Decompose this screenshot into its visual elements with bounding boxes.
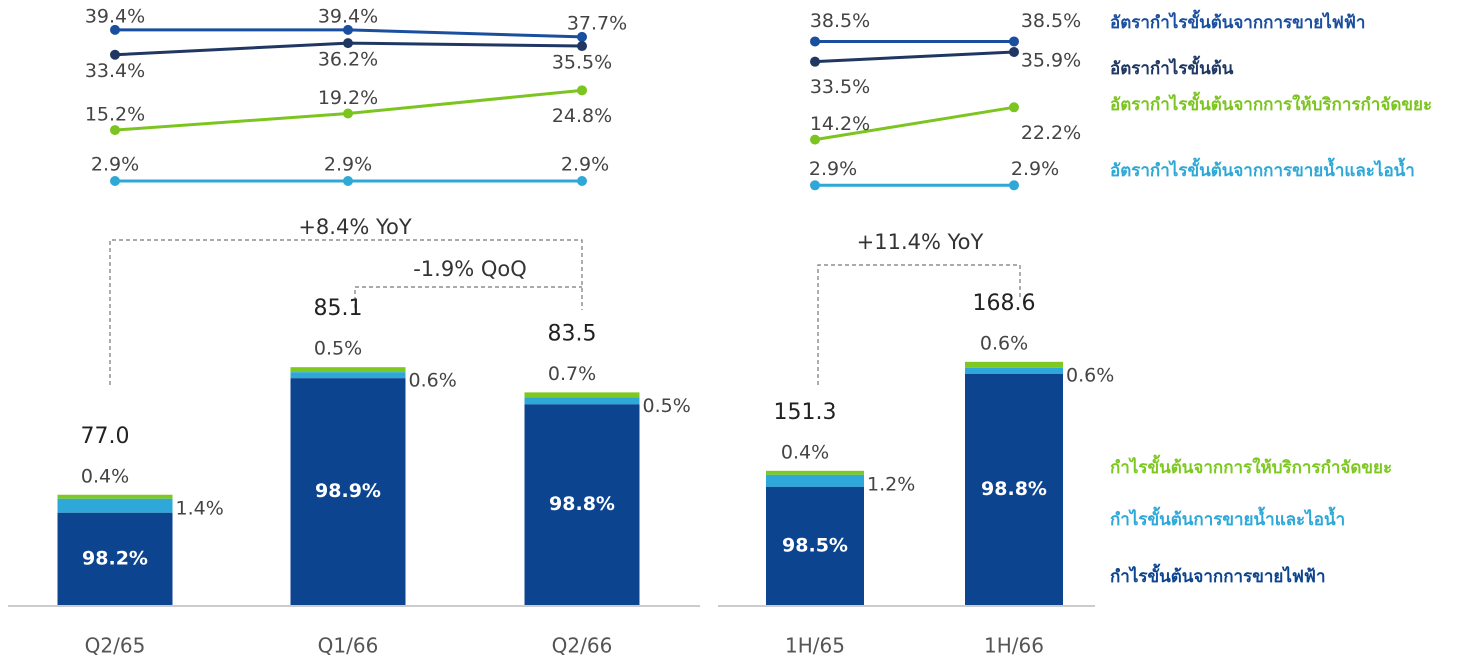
point <box>343 38 353 49</box>
bar-segment <box>524 397 640 405</box>
value-label: 36.2% <box>318 49 378 71</box>
bar-segment <box>524 392 640 398</box>
value-label: 37.7% <box>567 12 627 34</box>
legend-entry: กำไรขั้นต้นจากการขายไฟฟ้า <box>1110 567 1326 587</box>
annotation: -1.9% QoQ <box>413 257 527 281</box>
point <box>577 85 587 96</box>
value-label: 35.9% <box>1021 49 1081 71</box>
value-label: 33.5% <box>810 76 870 98</box>
point <box>110 24 120 35</box>
legend-entry: อัตรากำไรขั้นต้นจากการขายน้ำและไอน้ำ <box>1110 161 1415 181</box>
point <box>1009 102 1019 113</box>
qoq-bracket <box>354 286 582 308</box>
value-label: 39.4% <box>85 5 145 27</box>
segment-label: 0.6% <box>1066 364 1114 386</box>
value-label: 19.2% <box>318 87 378 109</box>
value-label: 38.5% <box>1021 10 1081 32</box>
segment-label: 98.2% <box>82 547 148 569</box>
value-label: 14.2% <box>810 113 870 135</box>
point <box>577 31 587 42</box>
segment-label: 98.8% <box>981 478 1047 500</box>
value-label: 38.5% <box>810 10 870 32</box>
bar-segment <box>290 372 406 379</box>
bar-segment <box>290 367 406 373</box>
bar-segment <box>965 367 1063 374</box>
total-label: 85.1 <box>314 296 363 321</box>
legend-entry: อัตรากำไรขั้นต้นจากการให้บริการกำจัดขยะ <box>1110 95 1433 115</box>
line <box>814 50 1015 64</box>
annotation: +8.4% YoY <box>298 215 412 239</box>
yoy-bracket <box>817 264 1021 385</box>
total-label: 83.5 <box>548 321 597 346</box>
bar-segment <box>57 498 173 513</box>
segment-label: 1.4% <box>176 497 224 519</box>
segment-label: 0.6% <box>409 370 457 392</box>
value-label: 24.8% <box>552 105 612 127</box>
segment-label: 98.5% <box>782 534 848 556</box>
segment-label: 1.2% <box>867 473 915 495</box>
bar-segment <box>965 373 1063 605</box>
point <box>1009 46 1019 57</box>
x-tick-label: Q2/66 <box>552 634 613 658</box>
bar-segment <box>524 404 640 605</box>
segment-label: 0.4% <box>781 441 829 463</box>
total-label: 151.3 <box>774 400 837 425</box>
value-label: 22.2% <box>1021 122 1081 144</box>
point <box>110 125 120 136</box>
value-label: 2.9% <box>809 158 857 180</box>
bar-segment <box>766 486 864 605</box>
yoy-bracket <box>109 239 583 385</box>
point <box>810 180 820 191</box>
value-label: 39.4% <box>318 5 378 27</box>
bar-segment <box>290 378 406 605</box>
value-label: 35.5% <box>552 52 612 74</box>
point <box>343 108 353 119</box>
legend-entry: อัตรากำไรขั้นต้นจากการขายไฟฟ้า <box>1110 13 1366 33</box>
x-tick-label: 1H/65 <box>785 634 845 658</box>
point <box>343 24 353 35</box>
legend-entry: อัตรากำไรขั้นต้น <box>1110 59 1234 79</box>
value-label: 33.4% <box>85 60 145 82</box>
value-label: 2.9% <box>561 153 609 175</box>
point <box>810 134 820 145</box>
point <box>110 49 120 60</box>
segment-label: 98.8% <box>549 493 615 515</box>
point <box>343 175 353 186</box>
x-tick-label: Q1/66 <box>318 634 379 658</box>
legend-entry: กำไรขั้นต้นการขายน้ำและไอน้ำ <box>1110 510 1346 530</box>
total-label: 168.6 <box>973 291 1036 316</box>
value-label: 2.9% <box>324 153 372 175</box>
segment-label: 0.5% <box>643 395 691 417</box>
line <box>814 105 1015 142</box>
point <box>577 175 587 186</box>
total-label: 77.0 <box>81 424 130 449</box>
segment-label: 98.9% <box>315 480 381 502</box>
legend-entry: กำไรขั้นต้นจากการให้บริการกำจัดขยะ <box>1110 458 1393 478</box>
point <box>1009 180 1019 191</box>
segment-label: 0.7% <box>548 363 596 385</box>
point <box>810 56 820 67</box>
point <box>577 41 587 52</box>
segment-label: 0.6% <box>980 332 1028 354</box>
annotation: +11.4% YoY <box>857 230 984 254</box>
segment-label: 0.5% <box>314 338 362 360</box>
point <box>810 36 820 47</box>
bar-segment <box>57 512 173 605</box>
value-label: 2.9% <box>91 153 139 175</box>
bar-segment <box>766 470 864 475</box>
x-tick-label: 1H/66 <box>984 634 1044 658</box>
point <box>110 175 120 186</box>
point <box>1009 36 1019 47</box>
segment-label: 0.4% <box>81 465 129 487</box>
bar-segment <box>57 494 173 499</box>
value-label: 2.9% <box>1011 158 1059 180</box>
x-tick-label: Q2/65 <box>85 634 146 658</box>
bar-segment <box>965 361 1063 368</box>
value-label: 15.2% <box>85 104 145 126</box>
bar-segment <box>766 474 864 487</box>
